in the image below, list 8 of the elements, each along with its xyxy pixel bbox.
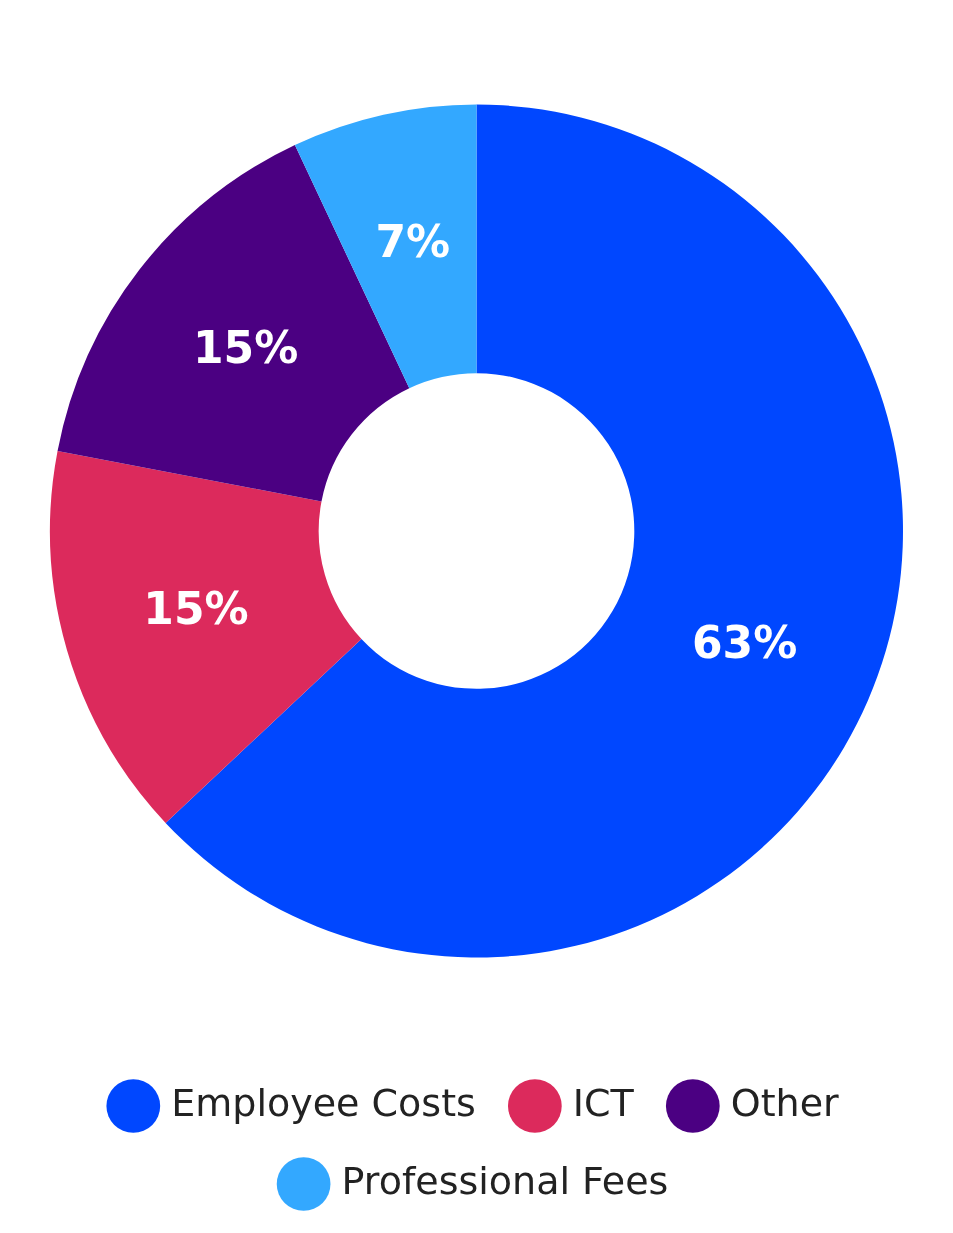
data-label: 15% (143, 582, 249, 634)
legend-label: Employee Costs (171, 1080, 476, 1125)
data-label: 7% (375, 216, 451, 268)
legend-label: ICT (572, 1080, 635, 1125)
data-label: 15% (192, 322, 299, 374)
data-label: 63% (691, 617, 798, 669)
legend-label: Professional Fees (341, 1158, 669, 1203)
legend-label: Other (730, 1080, 840, 1125)
